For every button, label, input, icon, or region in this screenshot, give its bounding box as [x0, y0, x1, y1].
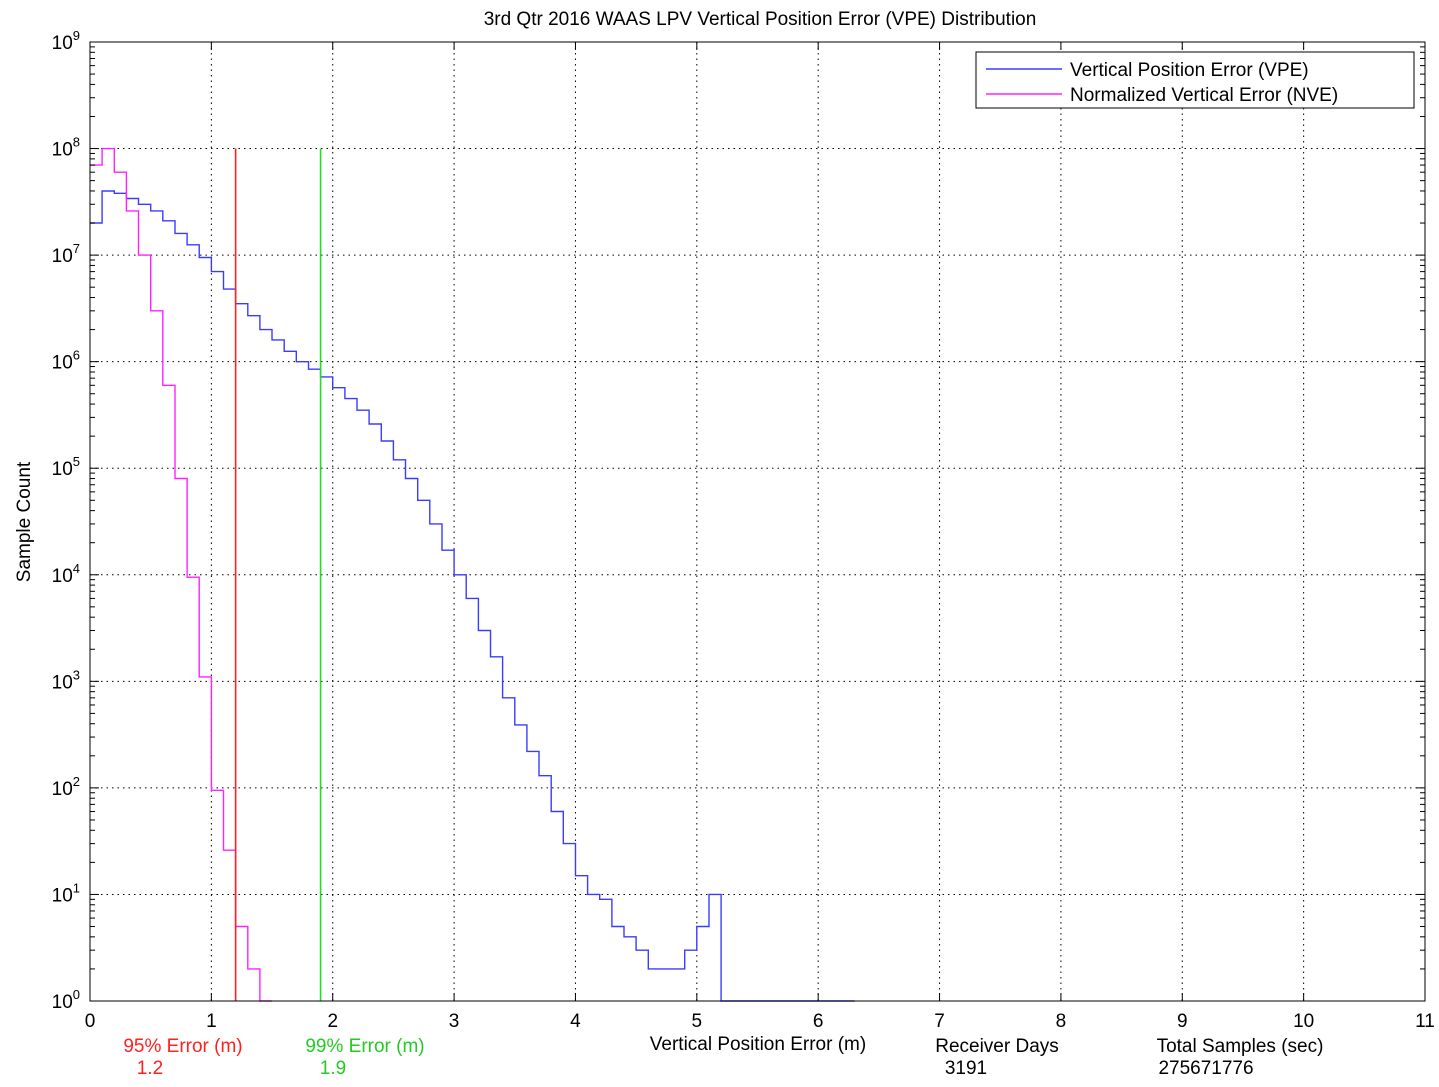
y-tick-label: 106 [52, 348, 80, 374]
tick-labels: 0 1 2 3 4 5 6 7 8 9 10 11 100 101 102 103 104 105 106 107 10… [52, 28, 1435, 1032]
p95-value: 1.2 [137, 1058, 163, 1079]
percentile-lines [234, 148, 322, 1001]
x-tick-label: 3 [449, 1011, 460, 1032]
x-tick-label: 9 [1177, 1011, 1188, 1032]
p99-value: 1.9 [320, 1058, 346, 1079]
receiver-days-value: 3191 [945, 1058, 987, 1079]
y-tick-label: 109 [52, 28, 80, 54]
y-tick-label: 101 [52, 880, 80, 906]
legend-label-nve: Normalized Vertical Error (NVE) [1070, 85, 1338, 106]
y-tick-label: 100 [52, 987, 80, 1013]
y-tick-label: 107 [52, 241, 80, 267]
chart-title: 3rd Qtr 2016 WAAS LPV Vertical Position … [484, 9, 1037, 30]
y-axis-label: Sample Count [14, 461, 35, 582]
legend-label-vpe: Vertical Position Error (VPE) [1070, 60, 1309, 81]
x-axis-label: Vertical Position Error (m) [650, 1034, 866, 1055]
y-tick-label: 108 [52, 135, 80, 161]
x-tick-label: 0 [85, 1011, 96, 1032]
y-tick-label: 102 [52, 774, 80, 800]
legend-box [975, 51, 1415, 109]
x-tick-label: 1 [206, 1011, 217, 1032]
y-tick-label: 104 [52, 561, 80, 587]
grid-lines [90, 42, 1425, 1001]
x-tick-label: 5 [692, 1011, 703, 1032]
axes-frame [89, 41, 1426, 1002]
x-tick-label: 8 [1056, 1011, 1067, 1032]
series-line-vpe [90, 190, 855, 1002]
plot-frame [89, 41, 1426, 1002]
p95-label: 95% Error (m) [123, 1036, 242, 1057]
total-samples-label: Total Samples (sec) [1157, 1036, 1324, 1057]
receiver-days-label: Receiver Days [935, 1036, 1059, 1057]
total-samples-value: 275671776 [1158, 1058, 1253, 1079]
x-tick-label: 11 [1415, 1011, 1435, 1032]
y-tick-label: 105 [52, 454, 80, 480]
p99-label: 99% Error (m) [305, 1036, 424, 1057]
legend: Vertical Position Error (VPE) Normalized… [975, 51, 1415, 109]
x-tick-label: 7 [934, 1011, 945, 1032]
x-tick-label: 6 [813, 1011, 824, 1032]
series-lines [90, 147, 855, 1002]
series-line-nve [90, 147, 272, 1002]
stats-annotations: 95% Error (m) 1.2 99% Error (m) 1.9 Rece… [123, 1036, 1323, 1079]
x-tick-label: 10 [1293, 1011, 1314, 1032]
x-tick-label: 4 [570, 1011, 581, 1032]
x-tick-label: 2 [327, 1011, 338, 1032]
y-tick-label: 103 [52, 667, 80, 693]
